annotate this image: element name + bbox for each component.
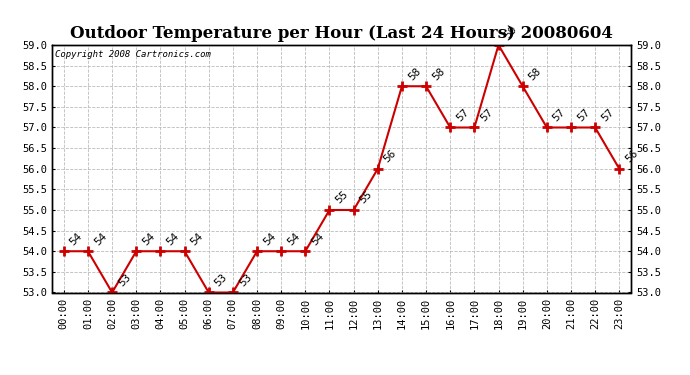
Text: Copyright 2008 Cartronics.com: Copyright 2008 Cartronics.com bbox=[55, 50, 210, 59]
Text: 58: 58 bbox=[406, 66, 422, 82]
Text: 59: 59 bbox=[503, 24, 519, 41]
Text: 54: 54 bbox=[189, 231, 205, 247]
Text: 53: 53 bbox=[117, 272, 132, 288]
Text: 57: 57 bbox=[455, 107, 471, 123]
Text: 57: 57 bbox=[575, 107, 591, 123]
Text: 56: 56 bbox=[624, 148, 640, 165]
Text: 58: 58 bbox=[431, 66, 446, 82]
Text: 55: 55 bbox=[358, 189, 374, 206]
Text: 54: 54 bbox=[165, 231, 181, 247]
Text: 53: 53 bbox=[237, 272, 253, 288]
Text: 54: 54 bbox=[141, 231, 157, 247]
Text: 54: 54 bbox=[262, 231, 277, 247]
Text: 57: 57 bbox=[600, 107, 615, 123]
Text: 55: 55 bbox=[334, 189, 350, 206]
Text: 54: 54 bbox=[310, 231, 326, 247]
Text: 54: 54 bbox=[286, 231, 302, 247]
Text: 53: 53 bbox=[213, 272, 229, 288]
Text: 56: 56 bbox=[382, 148, 398, 165]
Title: Outdoor Temperature per Hour (Last 24 Hours) 20080604: Outdoor Temperature per Hour (Last 24 Ho… bbox=[70, 25, 613, 42]
Text: 54: 54 bbox=[68, 231, 84, 247]
Text: 58: 58 bbox=[527, 66, 543, 82]
Text: 54: 54 bbox=[92, 231, 108, 247]
Text: 57: 57 bbox=[551, 107, 567, 123]
Text: 57: 57 bbox=[479, 107, 495, 123]
